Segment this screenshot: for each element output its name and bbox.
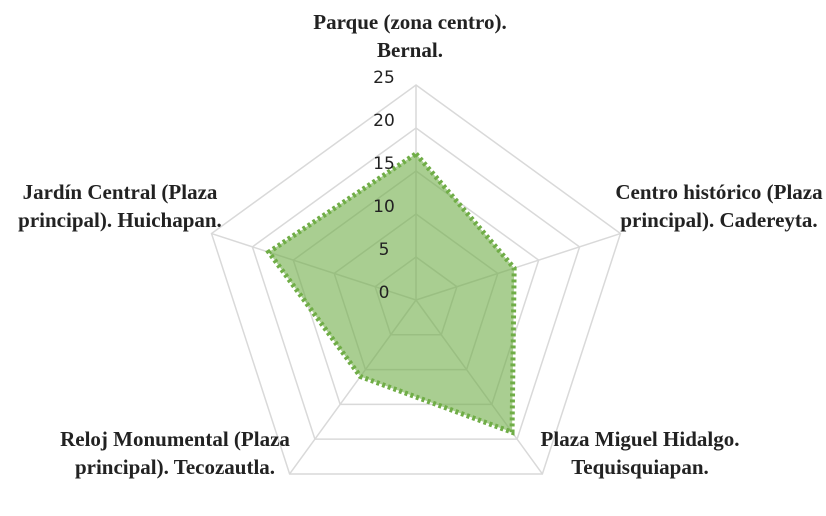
category-label: Plaza Miguel Hidalgo. Tequisquiapan. bbox=[540, 427, 740, 479]
category-label: Parque (zona centro). Bernal. bbox=[313, 10, 507, 62]
radar-area bbox=[265, 150, 517, 436]
category-label: Centro histórico (Plaza principal). Cade… bbox=[615, 180, 823, 232]
tick-label: 15 bbox=[373, 154, 395, 174]
grid-ring bbox=[210, 84, 622, 475]
tick-label: 5 bbox=[379, 240, 390, 260]
category-label: Reloj Monumental (Plaza principal). Teco… bbox=[60, 427, 290, 479]
grid-ring bbox=[251, 127, 581, 440]
tick-label: 0 bbox=[379, 283, 390, 303]
tick-label: 25 bbox=[373, 68, 395, 88]
tick-label: 20 bbox=[373, 111, 395, 131]
category-label: Jardín Central (Plaza principal). Huicha… bbox=[18, 180, 222, 232]
tick-label: 10 bbox=[373, 197, 395, 217]
